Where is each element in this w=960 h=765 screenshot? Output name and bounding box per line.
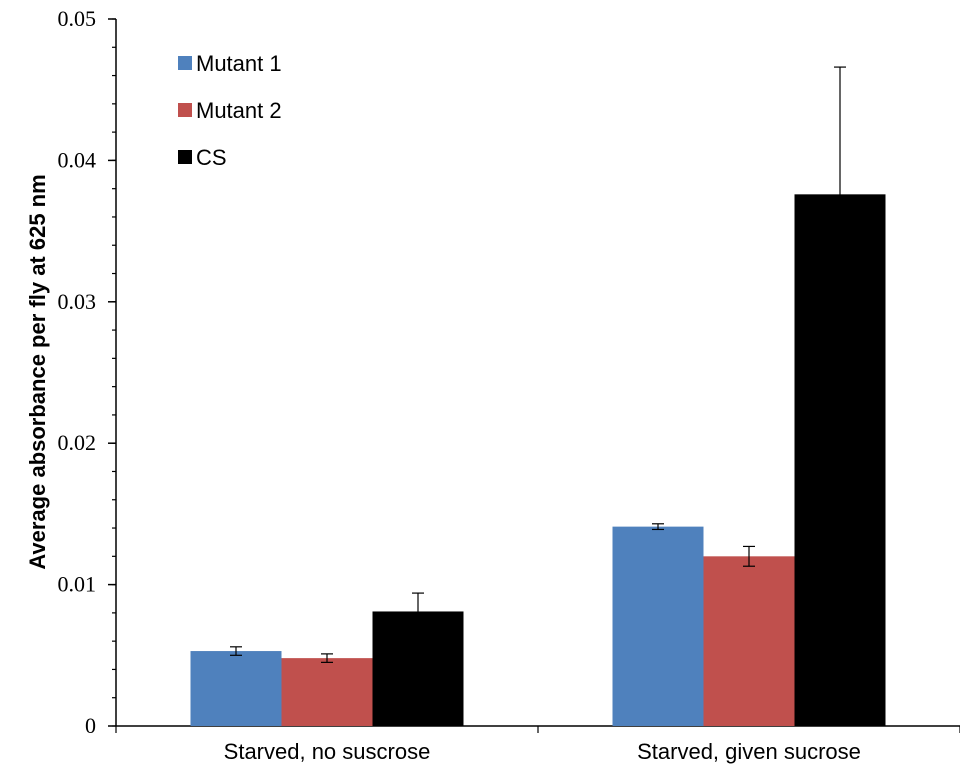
- legend-swatch: [178, 56, 192, 70]
- y-tick-label: 0.04: [58, 147, 97, 172]
- x-tick-label: Starved, no suscrose: [224, 739, 431, 764]
- bar: [703, 556, 795, 726]
- y-tick-label: 0.05: [58, 6, 97, 31]
- plot-area: 0 0.01 0.02 0.03 0.04 0.05 Starved, no suscros…: [58, 6, 960, 764]
- y-tick-label: 0.02: [58, 430, 97, 455]
- bar: [281, 658, 373, 726]
- legend: Mutant 1 Mutant 2 CS: [178, 51, 282, 170]
- legend-label: Mutant 1: [196, 51, 282, 76]
- bar: [190, 651, 282, 726]
- x-tick-label: Starved, given sucrose: [637, 739, 861, 764]
- legend-label: Mutant 2: [196, 98, 282, 123]
- legend-label: CS: [196, 145, 227, 170]
- y-axis-title: Average absorbance per fly at 625 nm: [25, 174, 50, 569]
- bar: [612, 526, 704, 726]
- legend-swatch: [178, 103, 192, 117]
- y-axis-title-group: Average absorbance per fly at 625 nm: [25, 174, 50, 569]
- y-tick-label: 0.01: [58, 572, 97, 597]
- y-tick-label: 0: [85, 713, 96, 738]
- legend-swatch: [178, 150, 192, 164]
- y-tick-label: 0.03: [58, 289, 97, 314]
- bar: [372, 611, 464, 726]
